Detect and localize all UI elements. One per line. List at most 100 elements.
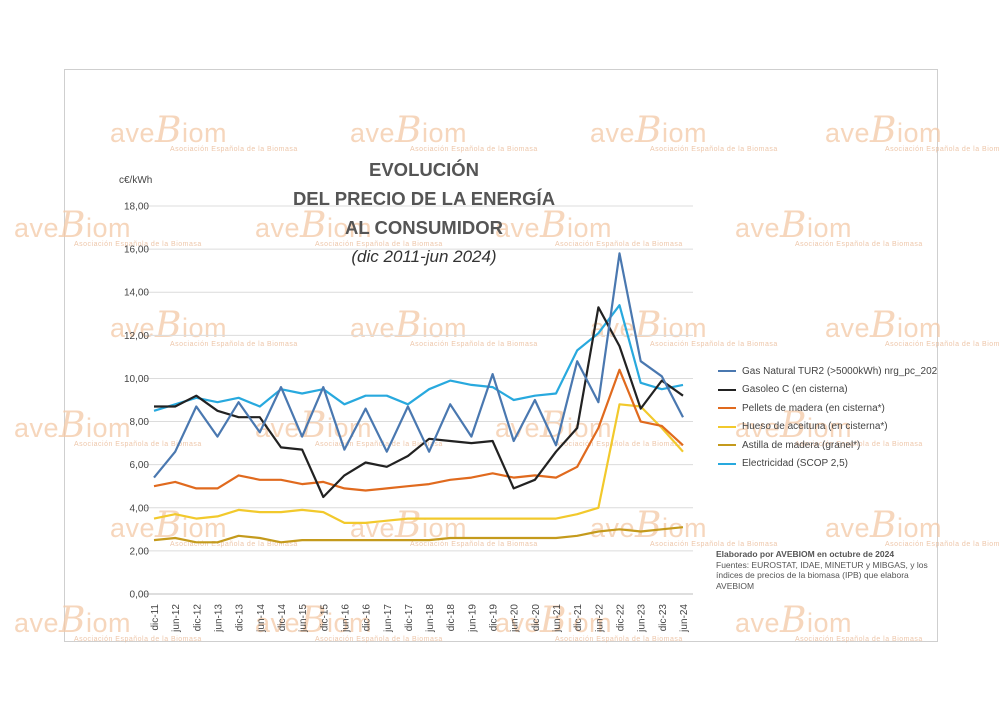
x-tick-label: dic-21 (573, 604, 584, 632)
x-tick-label: jun-14 (256, 604, 267, 633)
watermark-tagline: Asociación Española de la Biomasa (170, 146, 298, 153)
y-tick-label: 14,00 (124, 288, 149, 299)
legend-swatch (718, 444, 736, 447)
legend-swatch (718, 370, 736, 373)
x-tick-label: dic-12 (192, 604, 203, 632)
y-tick-label: 16,00 (124, 245, 149, 256)
y-tick-label: 4,00 (130, 503, 150, 514)
x-tick-label: jun-12 (171, 604, 182, 633)
watermark-tagline: Asociación Española de la Biomasa (555, 441, 683, 448)
legend-item: Hueso de aceituna (en cisterna*) (718, 418, 978, 437)
legend-item: Gas Natural TUR2 (>5000kWh) nrg_pc_202 (718, 362, 978, 381)
watermark-tagline: Asociación Española de la Biomasa (410, 146, 538, 153)
watermark-tagline: Asociación Española de la Biomasa (170, 541, 298, 548)
x-tick-label: jun-16 (340, 604, 351, 633)
watermark-tagline: Asociación Española de la Biomasa (315, 241, 443, 248)
x-tick-label: dic-14 (277, 604, 288, 632)
y-tick-label: 8,00 (130, 417, 150, 428)
watermark-tagline: Asociación Española de la Biomasa (555, 636, 683, 643)
legend-swatch (718, 462, 736, 465)
x-tick-label: dic-23 (658, 604, 669, 632)
x-tick-label: dic-16 (362, 604, 373, 632)
x-tick-label: jun-23 (637, 604, 648, 633)
y-tick-label: 18,00 (124, 202, 149, 213)
y-axis-ticks: 0,00 2,00 4,00 6,00 8,00 10,00 12,00 14,00 16,00… (124, 202, 149, 601)
x-tick-label: dic-17 (404, 604, 415, 632)
legend-label: Pellets de madera (en cisterna*) (742, 402, 885, 414)
legend-label: Hueso de aceituna (en cisterna*) (742, 421, 888, 433)
y-tick-label: 0,00 (130, 590, 150, 601)
watermark-tagline: Asociación Española de la Biomasa (650, 541, 778, 548)
series-line-6 (153, 304, 684, 412)
watermark-tagline: Asociación Española de la Biomasa (885, 341, 1000, 348)
x-tick-label: jun-13 (213, 604, 224, 633)
y-tick-label: 12,00 (124, 331, 149, 342)
chart-title-line-2: DEL PRECIO DE LA ENERGÍA (293, 188, 555, 209)
x-tick-label: jun-24 (679, 604, 690, 633)
chart-title-line-3: AL CONSUMIDOR (345, 217, 503, 238)
series-line-5 (153, 526, 684, 544)
legend-label: Gas Natural TUR2 (>5000kWh) nrg_pc_202 (742, 365, 938, 377)
watermark-tagline: Asociación Española de la Biomasa (315, 636, 443, 643)
x-axis-ticks: dic-11 jun-12 dic-12 jun-13 dic-13 jun-14 dic-… (150, 604, 690, 633)
legend-swatch (718, 407, 736, 410)
x-tick-label: jun-17 (383, 604, 394, 633)
legend-item: Gasoleo C (en cisterna) (718, 381, 978, 400)
watermark-tagline: Asociación Española de la Biomasa (885, 146, 1000, 153)
watermark-tagline: Asociación Española de la Biomasa (795, 636, 923, 643)
series-line-1 (153, 252, 684, 479)
sources-text: Fuentes: EUROSTAT, IDAE, MINETUR y MIBGA… (716, 559, 928, 591)
x-tick-label: dic-15 (319, 604, 330, 632)
x-tick-label: dic-18 (446, 604, 457, 632)
legend-label: Astilla de madera (granel*) (742, 439, 861, 451)
legend-item: Astilla de madera (granel*) (718, 436, 978, 455)
series-line-2 (154, 306, 684, 499)
x-tick-label: dic-19 (489, 604, 500, 632)
x-tick-label: jun-20 (510, 604, 521, 633)
x-tick-label: jun-18 (425, 604, 436, 633)
y-tick-label: 2,00 (130, 546, 150, 557)
watermark-tagline: Asociación Española de la Biomasa (410, 541, 538, 548)
source-notes: Elaborado por AVEBIOM en octubre de 2024… (716, 549, 931, 591)
x-tick-label: jun-22 (594, 604, 605, 633)
x-tick-label: dic-20 (531, 604, 542, 632)
watermark-tagline: Asociación Española de la Biomasa (315, 441, 443, 448)
x-tick-label: dic-13 (235, 604, 246, 632)
watermark-tagline: Asociación Española de la Biomasa (74, 441, 202, 448)
legend-item: Pellets de madera (en cisterna*) (718, 399, 978, 418)
watermark-tagline: Asociación Española de la Biomasa (74, 636, 202, 643)
credit-text: Elaborado por AVEBIOM en octubre de 2024 (716, 549, 895, 559)
chart-frame (64, 69, 938, 642)
x-tick-label: dic-22 (616, 604, 627, 632)
y-axis-label: c€/kWh (119, 175, 152, 186)
watermark-tagline: Asociación Española de la Biomasa (170, 341, 298, 348)
x-tick-label: dic-11 (150, 604, 161, 631)
y-tick-label: 6,00 (130, 460, 150, 471)
watermark-tagline: Asociación Española de la Biomasa (555, 241, 683, 248)
series-lines (153, 252, 684, 544)
legend-label: Gasoleo C (en cisterna) (742, 384, 848, 396)
x-tick-label: jun-21 (552, 604, 563, 633)
chart-subtitle: (dic 2011-jun 2024) (351, 247, 496, 266)
legend-item: Electricidad (SCOP 2,5) (718, 455, 978, 474)
watermark-tagline: Asociación Española de la Biomasa (650, 341, 778, 348)
legend-label: Electricidad (SCOP 2,5) (742, 458, 848, 470)
